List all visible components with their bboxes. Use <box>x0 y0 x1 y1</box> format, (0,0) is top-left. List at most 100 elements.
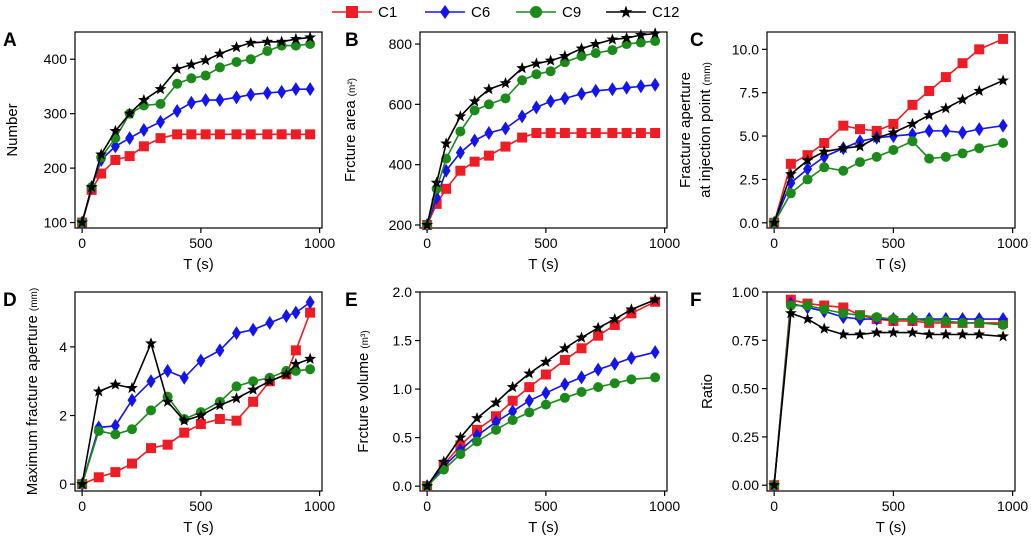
series-c9 <box>422 372 661 492</box>
x-tick-label: 0 <box>770 235 778 251</box>
plot-frame <box>74 291 323 492</box>
y-tick-label: 200 <box>389 217 413 233</box>
data-point <box>500 93 511 104</box>
data-point <box>998 319 1009 330</box>
series-c6 <box>77 295 315 492</box>
y-tick-label: 1.5 <box>393 333 413 349</box>
data-point <box>939 328 952 340</box>
data-point <box>650 372 661 383</box>
data-point <box>127 424 137 435</box>
data-point <box>430 176 443 188</box>
data-point <box>888 118 899 129</box>
data-point <box>262 129 273 140</box>
panel-a: A 0 500 1000 100 200 300 400 T (s) Number <box>3 30 335 273</box>
data-point <box>291 82 301 97</box>
data-point <box>607 128 618 139</box>
x-tick-label: 1000 <box>997 235 1028 251</box>
data-point <box>155 98 166 109</box>
x-tick-label: 1000 <box>304 235 335 251</box>
data-point <box>471 412 483 424</box>
data-point <box>137 93 150 106</box>
data-point <box>575 331 588 343</box>
data-point <box>530 57 543 69</box>
data-point <box>838 120 849 131</box>
data-point <box>172 78 183 89</box>
data-point <box>855 124 865 135</box>
data-point <box>593 382 604 393</box>
data-point <box>245 54 256 65</box>
data-point <box>248 376 259 387</box>
data-point <box>179 370 189 385</box>
data-point <box>215 93 225 108</box>
series-c1 <box>422 128 661 230</box>
data-point <box>609 320 620 331</box>
data-point <box>998 118 1008 133</box>
y-tick-label: 100 <box>44 215 68 231</box>
y-tick-label: 300 <box>44 106 68 122</box>
panel-letter: A <box>3 30 17 51</box>
data-point <box>305 38 316 49</box>
data-point <box>819 138 830 149</box>
data-point <box>161 395 174 407</box>
legend-swatch-c1 <box>332 6 372 18</box>
x-tick-label: 0 <box>78 498 86 514</box>
data-point <box>974 122 984 137</box>
data-point <box>421 218 434 230</box>
data-point <box>560 91 570 106</box>
data-point <box>305 307 316 318</box>
panel-letter: D <box>3 290 17 311</box>
data-point <box>469 156 480 167</box>
data-point <box>469 105 480 116</box>
y-tick-label: 2 <box>59 408 67 424</box>
y-tick-label: 200 <box>44 160 68 176</box>
data-point <box>888 314 899 325</box>
data-point <box>290 40 301 51</box>
x-tick-label: 0 <box>770 498 778 514</box>
data-point <box>998 138 1009 149</box>
data-point <box>186 73 197 84</box>
data-point <box>576 343 587 354</box>
data-point <box>610 356 620 371</box>
data-point <box>194 409 207 421</box>
data-point <box>649 27 662 39</box>
data-point <box>870 326 883 338</box>
x-tick-label: 500 <box>882 498 906 514</box>
data-point <box>214 129 225 140</box>
data-point <box>524 407 535 418</box>
data-point <box>998 33 1009 44</box>
x-tick-label: 0 <box>78 235 86 251</box>
data-point <box>517 132 528 143</box>
data-point <box>155 133 166 144</box>
data-point <box>438 464 449 475</box>
series-c1 <box>769 294 1009 491</box>
data-point <box>924 85 935 96</box>
data-point <box>589 37 602 50</box>
data-point <box>290 345 301 356</box>
series-c12 <box>421 27 662 230</box>
data-point <box>110 429 121 440</box>
legend-item-c12: C12 <box>606 2 680 22</box>
data-point <box>974 44 985 55</box>
data-point <box>92 385 105 397</box>
data-point <box>248 322 258 337</box>
x-tick-label: 0 <box>423 498 431 514</box>
x-tick-label: 1000 <box>304 498 335 514</box>
data-point <box>941 123 951 138</box>
data-point <box>560 377 570 392</box>
data-point <box>76 216 89 228</box>
data-point <box>124 151 135 162</box>
data-point <box>608 312 621 325</box>
series-c1 <box>77 129 316 228</box>
data-point <box>924 123 934 138</box>
data-point <box>649 293 662 305</box>
data-point <box>490 396 502 408</box>
legend-item-c1: C1 <box>332 2 397 22</box>
data-point <box>263 375 276 387</box>
y-axis-label: Number <box>4 103 21 156</box>
data-point <box>541 385 551 400</box>
data-point <box>76 477 89 490</box>
data-point <box>156 114 165 129</box>
data-point <box>186 129 197 140</box>
y-tick-label: 600 <box>389 96 413 112</box>
data-point <box>290 365 301 376</box>
